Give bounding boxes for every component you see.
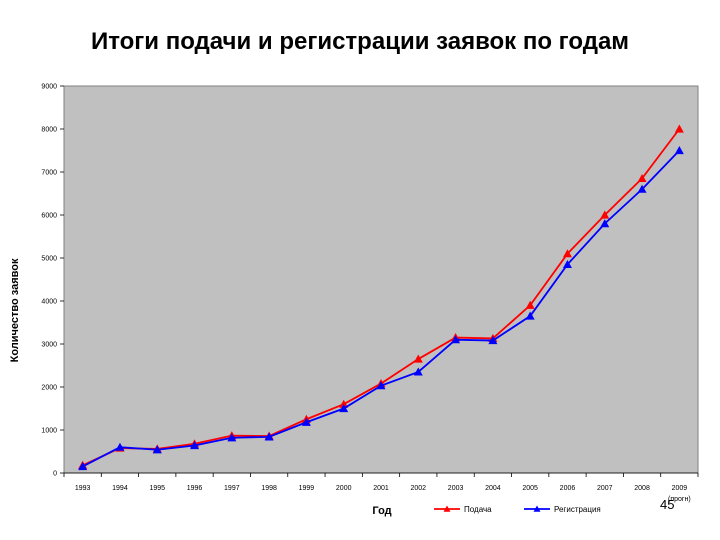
legend: Подача Регистрация bbox=[434, 505, 601, 514]
y-tick-label: 5000 bbox=[41, 256, 57, 263]
legend-label: Регистрация bbox=[554, 505, 601, 514]
data-point bbox=[301, 417, 311, 426]
x-tick-label: 1999 bbox=[299, 485, 315, 492]
data-point bbox=[488, 336, 498, 345]
data-point bbox=[637, 173, 647, 183]
data-point bbox=[115, 442, 125, 451]
data-point bbox=[600, 210, 610, 219]
data-point bbox=[562, 249, 572, 258]
data-point bbox=[600, 219, 610, 228]
x-tick-label: 2000 bbox=[336, 485, 352, 492]
y-tick-label: 2000 bbox=[41, 385, 57, 392]
data-point bbox=[451, 335, 461, 344]
data-point bbox=[525, 300, 535, 309]
y-tick-label: 9000 bbox=[41, 84, 57, 91]
y-tick-label: 6000 bbox=[41, 213, 57, 220]
slide-number: 45 bbox=[660, 497, 675, 512]
x-tick-label: 2001 bbox=[373, 485, 389, 492]
y-tick-label: 7000 bbox=[41, 170, 57, 177]
x-tick-label: 2003 bbox=[448, 485, 464, 492]
legend-marker bbox=[443, 505, 451, 512]
x-axis-label: Год bbox=[372, 505, 391, 517]
data-point bbox=[562, 259, 572, 269]
data-point bbox=[413, 354, 423, 363]
x-tick-label: 1995 bbox=[149, 485, 165, 492]
x-tick-label: 1994 bbox=[112, 485, 128, 492]
y-tick-label: 8000 bbox=[41, 127, 57, 134]
data-point bbox=[190, 440, 200, 450]
data-point bbox=[376, 381, 386, 390]
y-tick-label: 1000 bbox=[41, 428, 57, 435]
x-tick-label: 1997 bbox=[224, 485, 240, 492]
data-point bbox=[525, 311, 535, 320]
x-tick-label: 1993 bbox=[75, 485, 91, 492]
data-point bbox=[339, 399, 349, 408]
x-tick-label: 2002 bbox=[411, 485, 427, 492]
data-point bbox=[413, 367, 423, 376]
y-axis-label: Количество заявок bbox=[9, 258, 21, 362]
x-tick-label: 1996 bbox=[187, 485, 203, 492]
data-point bbox=[339, 404, 349, 413]
y-tick-label: 3000 bbox=[41, 342, 57, 349]
chart-title: Итоги подачи и регистрации заявок по год… bbox=[90, 28, 630, 55]
x-tick-label: 2005 bbox=[522, 485, 538, 492]
data-point bbox=[674, 146, 684, 155]
x-tick-label: 2009 bbox=[672, 485, 688, 492]
x-axis-note: (прогн) bbox=[668, 496, 691, 503]
x-tick-label: 2004 bbox=[485, 485, 501, 492]
x-tick-label: 2007 bbox=[597, 485, 613, 492]
data-point bbox=[637, 184, 647, 193]
data-point bbox=[152, 445, 162, 454]
x-tick-label: 1998 bbox=[261, 485, 277, 492]
data-point bbox=[227, 433, 237, 442]
data-point bbox=[264, 432, 274, 441]
data-point bbox=[674, 124, 684, 133]
y-tick-label: 4000 bbox=[41, 299, 57, 306]
x-tick-label: 2008 bbox=[634, 485, 650, 492]
legend-marker bbox=[533, 505, 541, 512]
y-tick-label: 0 bbox=[53, 471, 57, 478]
legend-label: Подача bbox=[464, 505, 492, 514]
x-tick-label: 2006 bbox=[560, 485, 576, 492]
plot-area bbox=[63, 85, 699, 474]
data-point bbox=[78, 462, 88, 471]
